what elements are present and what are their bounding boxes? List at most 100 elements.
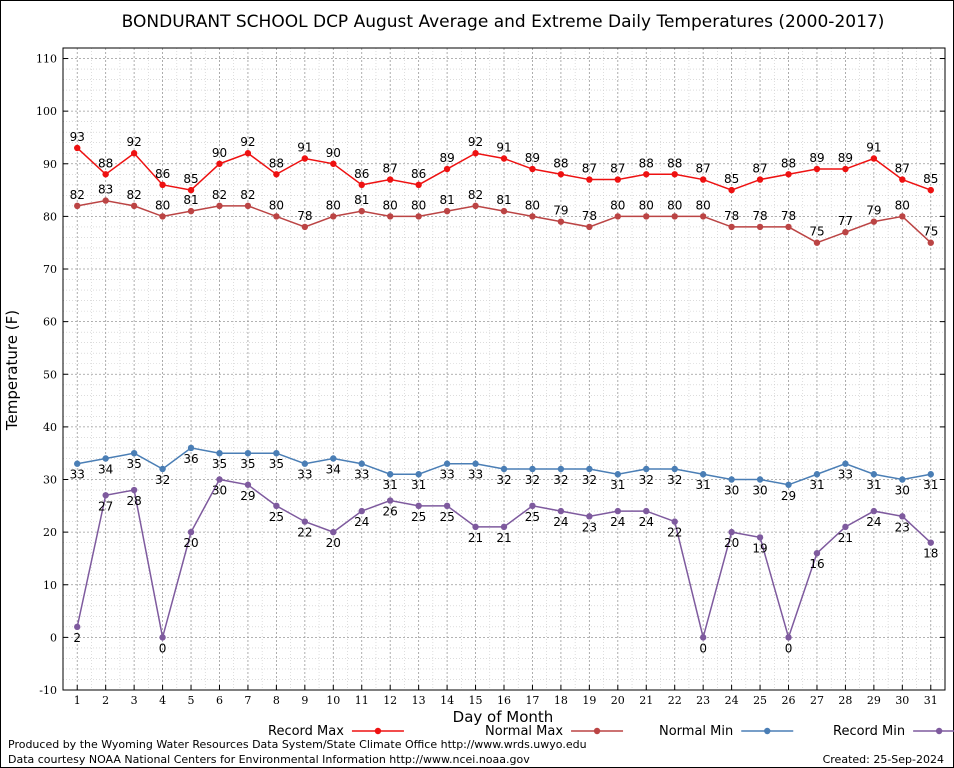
data-point [187, 528, 195, 536]
data-label: 90 [212, 146, 227, 160]
data-label: 85 [724, 172, 739, 186]
data-point [443, 502, 451, 510]
data-point [671, 518, 678, 525]
x-tick-label: 13 [412, 694, 426, 707]
data-label: 82 [468, 188, 483, 202]
data-label: 89 [439, 151, 454, 165]
data-point [244, 449, 252, 457]
data-point [643, 507, 650, 515]
data-label: 24 [639, 515, 654, 529]
data-label: 0 [699, 641, 707, 655]
data-label: 80 [326, 198, 341, 212]
data-label: 33 [354, 468, 369, 482]
data-point [187, 186, 195, 194]
footer-produced-by: Produced by the Wyoming Water Resources … [8, 738, 587, 751]
footer-created: Created: 25-Sep-2024 [823, 753, 944, 766]
data-point [244, 481, 252, 488]
data-label: 21 [468, 531, 483, 545]
data-point [358, 181, 365, 189]
data-label: 89 [809, 151, 824, 165]
data-label: 18 [923, 547, 938, 561]
data-point [870, 155, 878, 162]
data-point [159, 465, 166, 473]
data-label: 0 [159, 641, 167, 655]
data-label: 33 [838, 468, 853, 482]
data-label: 89 [838, 151, 853, 165]
data-point [159, 213, 166, 220]
data-label: 20 [326, 536, 341, 550]
x-tick-label: 18 [554, 694, 568, 707]
data-point [415, 181, 422, 189]
x-tick-label: 3 [131, 694, 138, 707]
data-point [415, 471, 422, 478]
y-tick-label: 100 [36, 105, 57, 118]
data-point [557, 171, 565, 178]
x-tick-label: 4 [159, 694, 166, 707]
data-point [756, 476, 764, 483]
data-label: 80 [895, 198, 910, 212]
data-point [557, 465, 565, 473]
data-point [728, 476, 735, 483]
x-tick-label: 10 [326, 694, 340, 707]
data-label: 28 [126, 494, 141, 508]
data-label: 80 [696, 198, 711, 212]
data-label: 31 [383, 478, 398, 492]
data-label: 29 [781, 489, 796, 503]
legend-swatch-marker [935, 727, 943, 735]
data-point [244, 150, 252, 157]
data-label: 81 [439, 193, 454, 207]
data-point [216, 449, 223, 457]
data-point [74, 623, 81, 631]
data-point [159, 634, 166, 641]
x-tick-label: 26 [782, 694, 796, 707]
data-point [870, 471, 878, 478]
x-tick-label: 31 [924, 694, 938, 707]
data-point [74, 460, 81, 467]
data-label: 78 [752, 209, 767, 223]
data-point [273, 449, 280, 457]
y-tick-label: 80 [43, 210, 57, 223]
data-point [728, 223, 735, 231]
data-label: 20 [183, 536, 198, 550]
data-label: 75 [809, 225, 824, 239]
data-label: 32 [553, 473, 568, 487]
data-label: 30 [895, 484, 910, 498]
data-point [586, 465, 593, 473]
data-point [74, 202, 81, 210]
x-tick-label: 8 [273, 694, 280, 707]
series-normal-max: 82 83 82 80 81 82 82 80 78 80 81 80 80 81 82 81 80 79 78 80… [70, 183, 938, 246]
data-point [130, 202, 138, 210]
legend-label: Record Min [833, 724, 905, 739]
data-point [500, 155, 508, 162]
plot-area-border [62, 47, 946, 691]
legend-swatch-marker [593, 727, 601, 735]
data-point [557, 507, 565, 515]
data-label: 92 [240, 135, 255, 149]
x-axis-label: Day of Month [453, 708, 554, 726]
data-label: 88 [269, 156, 284, 170]
data-point [927, 239, 934, 246]
data-point [813, 165, 821, 173]
data-label: 33 [297, 468, 312, 482]
data-point [130, 449, 138, 457]
data-point [699, 213, 707, 220]
data-point [557, 218, 565, 225]
data-label: 30 [212, 484, 227, 498]
series-record-min: 2 27 28 0 20 30 29 25 22 20 24 26 25 25 21 21 25 24 23 24 24… [73, 476, 938, 655]
data-label: 31 [411, 478, 426, 492]
data-point [472, 460, 479, 467]
data-point [358, 207, 365, 215]
y-tick-label: 50 [43, 368, 57, 381]
data-label: 82 [70, 188, 85, 202]
data-point [358, 507, 365, 515]
x-tick-label: 29 [867, 694, 881, 707]
data-label: 32 [496, 473, 511, 487]
data-label: 78 [781, 209, 796, 223]
data-point [301, 518, 309, 525]
data-point [870, 218, 878, 225]
data-label: 35 [269, 457, 284, 471]
data-label: 25 [269, 510, 284, 524]
data-point [472, 202, 479, 210]
data-label: 83 [98, 183, 113, 197]
data-label: 27 [98, 499, 113, 513]
